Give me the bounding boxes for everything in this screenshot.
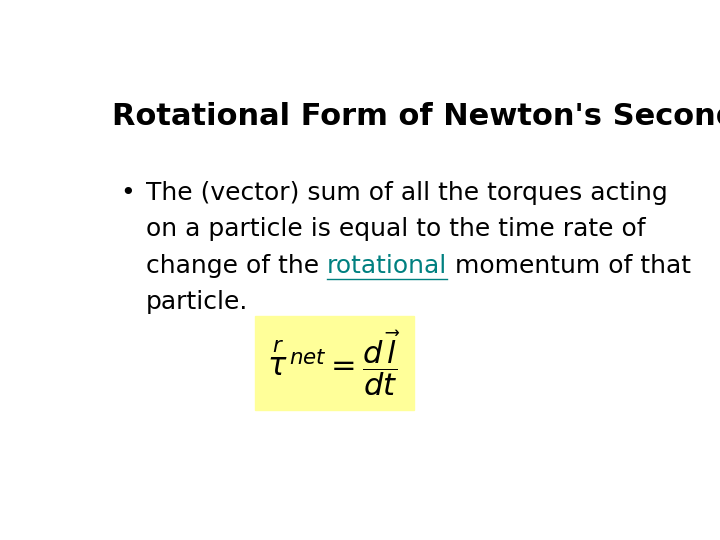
Text: particle.: particle. bbox=[145, 290, 248, 314]
Text: The (vector) sum of all the torques acting: The (vector) sum of all the torques acti… bbox=[145, 181, 667, 205]
Text: rotational: rotational bbox=[327, 254, 447, 278]
FancyBboxPatch shape bbox=[255, 316, 413, 410]
Text: change of the: change of the bbox=[145, 254, 327, 278]
Text: Rotational Form of Newton's Second Law: Rotational Form of Newton's Second Law bbox=[112, 102, 720, 131]
Text: $\overset{r}{\tau}^{\,net} = \dfrac{d\,\vec{l}}{dt}$: $\overset{r}{\tau}^{\,net} = \dfrac{d\,\… bbox=[267, 328, 401, 398]
Text: momentum of that: momentum of that bbox=[447, 254, 691, 278]
Text: on a particle is equal to the time rate of: on a particle is equal to the time rate … bbox=[145, 218, 645, 241]
Text: •: • bbox=[121, 181, 135, 205]
